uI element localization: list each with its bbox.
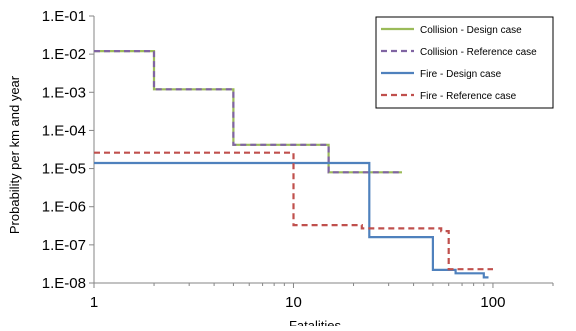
x-tick-label: 1 xyxy=(90,294,98,311)
y-tick-label: 1.E-07 xyxy=(42,237,86,254)
y-axis-ticks: 1.E-01 1.E-02 1.E-03 1.E-04 1.E-05 1.E-06 1.E-… xyxy=(42,8,94,292)
legend-label-fire-design-case: Fire - Design case xyxy=(420,69,502,80)
legend-label-fire-reference-case: Fire - Reference case xyxy=(420,91,517,102)
y-tick-label: 1.E-03 xyxy=(42,84,86,101)
x-tick-label: 100 xyxy=(480,294,505,311)
legend-label-collision-design-case: Collision - Design case xyxy=(420,25,522,36)
x-axis-title: Fatalities xyxy=(289,318,342,326)
series-line-fire-design-case xyxy=(94,163,489,277)
y-tick-label: 1.E-02 xyxy=(42,46,86,63)
y-tick-label: 1.E-08 xyxy=(42,275,86,292)
y-tick-label: 1.E-06 xyxy=(42,199,86,216)
y-tick-label: 1.E-04 xyxy=(42,122,86,139)
x-tick-label: 10 xyxy=(285,294,302,311)
legend: Collision - Design case Collision - Refer… xyxy=(376,17,553,108)
y-tick-label: 1.E-05 xyxy=(42,161,86,178)
y-tick-label: 1.E-01 xyxy=(42,8,86,25)
x-axis-ticks: 1 10 100 xyxy=(90,283,553,311)
series-line-collision-reference-case xyxy=(94,51,402,172)
y-axis-title: Probability per km and year xyxy=(7,75,22,234)
series-line-collision-design-case xyxy=(94,51,402,172)
legend-label-collision-reference-case: Collision - Reference case xyxy=(420,47,537,58)
